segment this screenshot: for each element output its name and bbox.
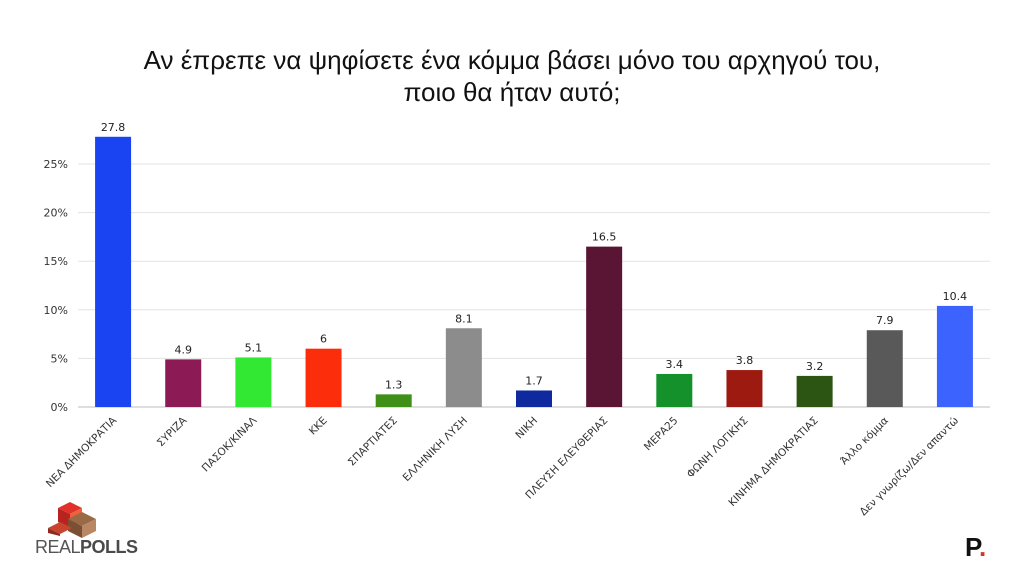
- data-label: 1.7: [525, 374, 543, 387]
- x-tick-label: ΦΩΝΗ ΛΟΓΙΚΗΣ: [685, 415, 751, 481]
- y-tick-label: 20%: [44, 207, 68, 220]
- y-tick-label: 5%: [51, 352, 68, 365]
- realpolls-logo-icon: [48, 502, 96, 538]
- data-label: 3.8: [736, 354, 754, 367]
- bar: [305, 348, 342, 407]
- bar: [936, 305, 973, 407]
- bar: [656, 373, 693, 407]
- data-label: 7.9: [876, 314, 894, 327]
- bar: [165, 359, 202, 407]
- x-tick-label: ΠΛΕΥΣΗ ΕΛΕΥΘΕΡΙΑΣ: [523, 415, 610, 502]
- logo-text-polls: POLLS: [80, 537, 138, 557]
- data-label: 4.9: [174, 343, 192, 356]
- x-tick-label: ΕΛΛΗΝΙΚΗ ΛΥΣΗ: [401, 415, 470, 484]
- x-tick-label: ΝΕΑ ΔΗΜΟΚΡΑΤΙΑ: [44, 414, 120, 490]
- data-label: 3.4: [666, 358, 684, 371]
- publisher-logo: P.: [965, 534, 986, 560]
- y-tick-label: 0%: [51, 401, 68, 414]
- chart-title: Αν έπρεπε να ψηφίσετε ένα κόμμα βάσει μό…: [0, 44, 1024, 108]
- data-label: 8.1: [455, 312, 473, 325]
- data-label: 1.3: [385, 378, 403, 391]
- y-tick-label: 15%: [44, 255, 68, 268]
- gridlines: [78, 163, 990, 408]
- y-tick-label: 25%: [44, 158, 68, 171]
- bars: [95, 136, 973, 407]
- bar: [95, 136, 132, 407]
- data-label: 27.8: [101, 121, 126, 134]
- publisher-logo-letter: P: [965, 532, 979, 562]
- realpolls-logo-text: REALPOLLS: [35, 537, 138, 558]
- bar: [586, 246, 623, 407]
- x-tick-label: ΣΥΡΙΖΑ: [155, 414, 190, 449]
- x-tick-label: ΠΑΣΟΚ/ΚΙΝΑΛ: [200, 414, 260, 474]
- data-labels: 27.8 4.9 5.1 6 1.3 8.1 1.7 16.5 3.4 3.8 3.2 7.9 10.4: [101, 121, 967, 392]
- x-tick-label: Άλλο κόμμα: [838, 415, 891, 468]
- bar: [375, 394, 412, 407]
- bar: [235, 357, 272, 407]
- bar: [516, 390, 552, 407]
- data-label: 16.5: [592, 231, 617, 244]
- data-label: 10.4: [943, 290, 968, 303]
- logo-text-real: REAL: [35, 537, 81, 557]
- y-axis-ticks: 0% 5% 10% 15% 20% 25%: [44, 158, 68, 414]
- chart-title-line-1: Αν έπρεπε να ψηφίσετε ένα κόμμα βάσει μό…: [143, 45, 881, 75]
- data-label: 5.1: [245, 341, 263, 354]
- y-tick-label: 10%: [44, 304, 68, 317]
- bar: [445, 328, 482, 407]
- x-tick-label: ΣΠΑΡΤΙΑΤΕΣ: [346, 415, 400, 469]
- bar: [726, 370, 763, 407]
- data-label: 3.2: [806, 360, 824, 373]
- publisher-logo-dot: .: [979, 532, 987, 562]
- x-tick-label: ΜΕΡΑ25: [642, 415, 681, 454]
- x-axis-labels: ΝΕΑ ΔΗΜΟΚΡΑΤΙΑ ΣΥΡΙΖΑ ΠΑΣΟΚ/ΚΙΝΑΛ ΚΚΕ ΣΠΑΡΤΙ…: [44, 414, 961, 518]
- bar: [866, 330, 903, 407]
- data-label: 6: [320, 333, 327, 346]
- chart-title-line-2: ποιο θα ήταν αυτό;: [403, 77, 621, 107]
- bar: [796, 375, 833, 407]
- x-tick-label: ΚΚΕ: [307, 415, 330, 438]
- x-tick-label: ΝΙΚΗ: [513, 415, 540, 442]
